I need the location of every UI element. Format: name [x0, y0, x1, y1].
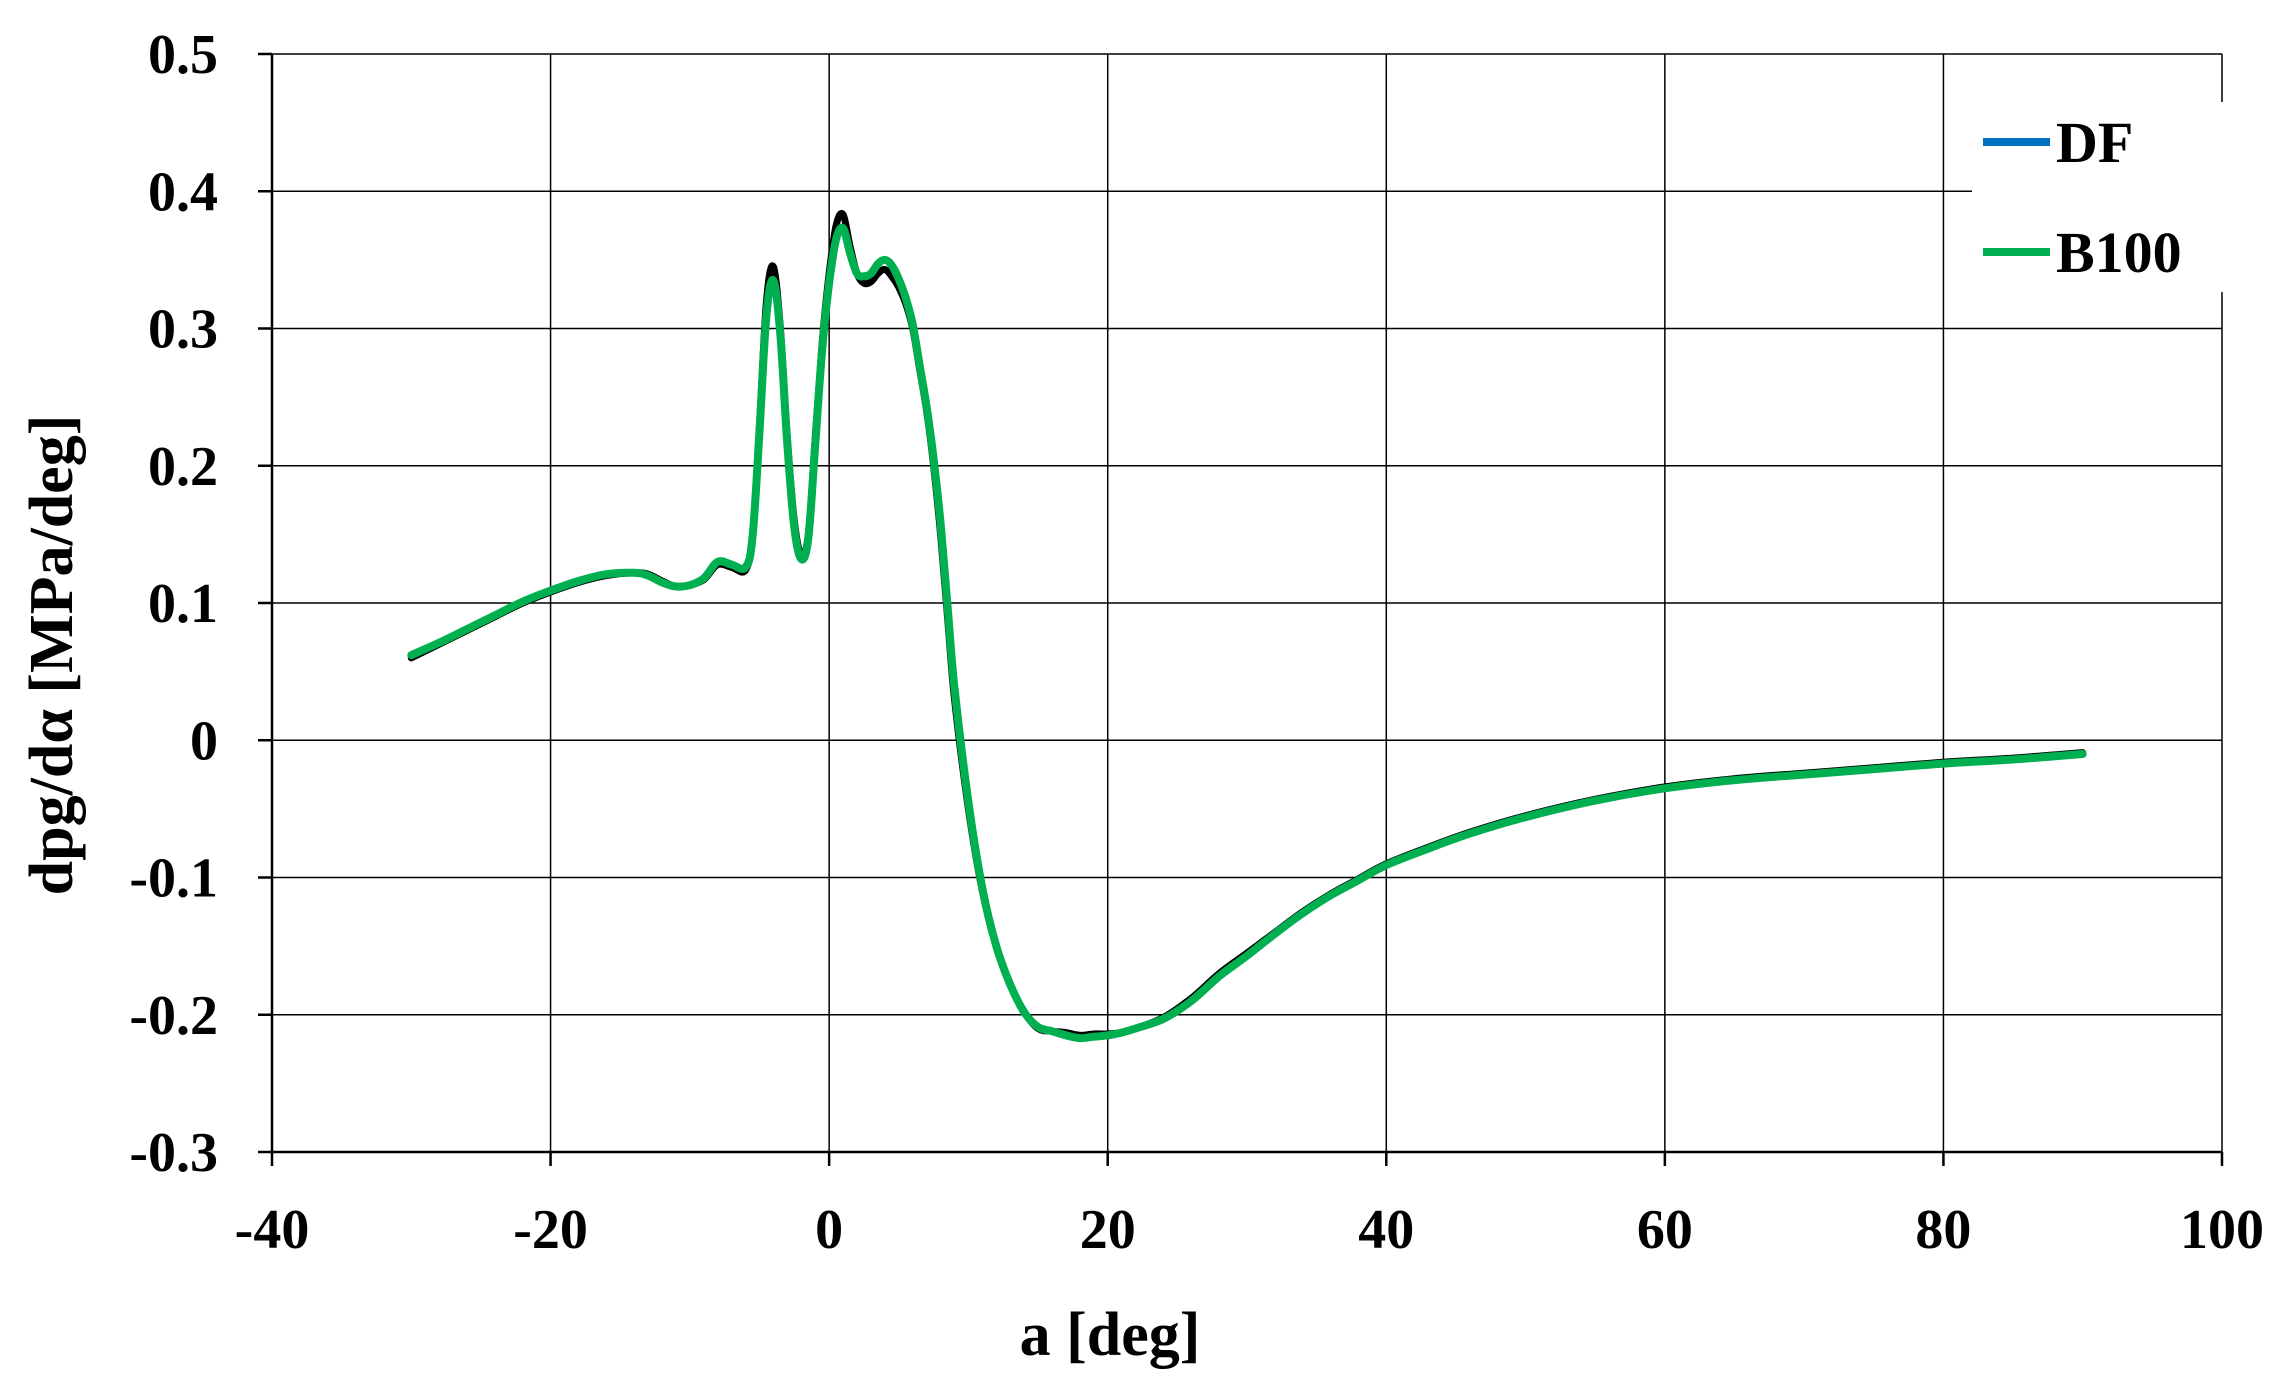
x-tick-label: 80 [1915, 1199, 1971, 1261]
legend-label-b100: B100 [2056, 220, 2182, 285]
y-tick-label: 0.4 [148, 161, 218, 223]
gridlines [271, 53, 2223, 1153]
series-line-b100 [407, 223, 2087, 1043]
legend: DF B100 [1972, 102, 2232, 292]
y-tick-label: -0.2 [129, 985, 218, 1047]
x-tick-label: 40 [1358, 1199, 1414, 1261]
x-tick-label: 20 [1080, 1199, 1136, 1261]
y-tick-label: 0.3 [148, 299, 218, 361]
y-axis-title: dpg/dα [MPa/deg] [18, 415, 86, 896]
x-tick-label: -40 [235, 1199, 310, 1261]
x-tick-label: 0 [815, 1199, 843, 1261]
legend-background [1972, 102, 2232, 292]
series-layer [407, 209, 2087, 1043]
x-axis-title: a [deg] [1020, 1301, 1201, 1369]
y-tick-label: -0.1 [129, 848, 218, 910]
y-tick-label: 0.2 [148, 436, 218, 498]
x-tick-label: -20 [513, 1199, 588, 1261]
y-tick-label: 0.5 [148, 24, 218, 86]
x-tick-label: 100 [2180, 1199, 2264, 1261]
x-axis-ticks: -40 -20 0 20 40 60 80 100 [235, 1152, 2264, 1261]
legend-label-df: DF [2056, 110, 2133, 175]
y-axis-ticks: -0.3 -0.2 -0.1 0 0.1 0.2 0.3 0.4 0.5 [129, 24, 272, 1184]
y-tick-label: -0.3 [129, 1122, 218, 1184]
y-tick-label: 0.1 [148, 573, 218, 635]
y-tick-label: 0 [190, 710, 218, 772]
x-tick-label: 60 [1637, 1199, 1693, 1261]
